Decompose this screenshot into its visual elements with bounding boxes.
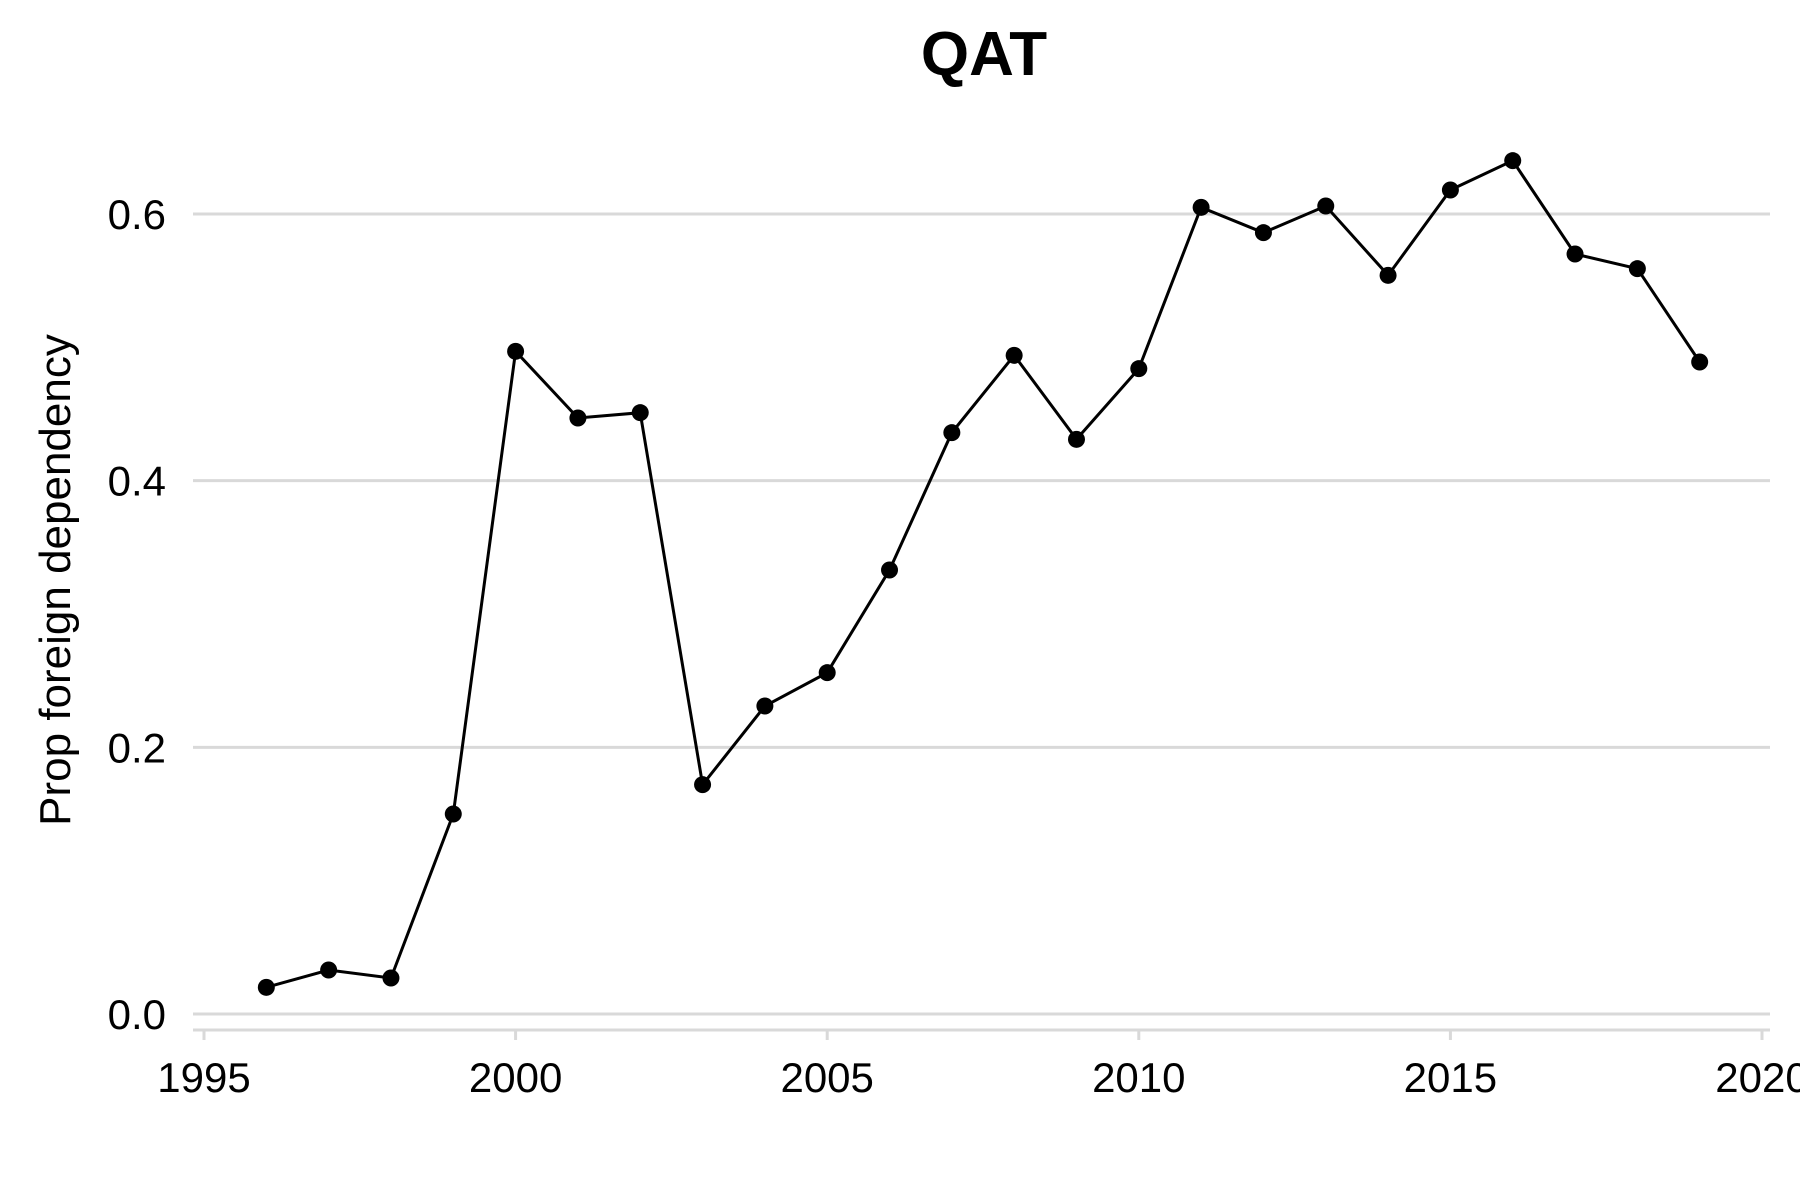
data-point-2017 (1566, 245, 1584, 263)
data-point-2006 (881, 561, 899, 579)
data-point-2008 (1005, 346, 1023, 364)
data-point-2009 (1067, 430, 1085, 448)
x-tick-label-2015: 2015 (1404, 1054, 1497, 1101)
data-point-2011 (1192, 198, 1210, 216)
x-tick-label-2010: 2010 (1092, 1054, 1185, 1101)
data-point-1999 (444, 805, 462, 823)
data-point-2004 (756, 697, 774, 715)
x-axis-tick-labels: 1995 2000 2005 2010 2015 2020 (157, 1054, 1800, 1101)
data-point-2015 (1441, 181, 1459, 199)
y-tick-label-0.0: 0.0 (108, 991, 166, 1038)
data-point-2019 (1691, 353, 1709, 371)
x-tick-label-2005: 2005 (780, 1054, 873, 1101)
x-tick-label-2020: 2020 (1715, 1054, 1800, 1101)
data-point-2016 (1504, 152, 1522, 170)
gridlines (193, 212, 1770, 1016)
x-tick-label-1995: 1995 (157, 1054, 250, 1101)
y-tick-label-0.6: 0.6 (108, 191, 166, 238)
data-point-2010 (1130, 360, 1148, 378)
data-point-2018 (1628, 260, 1646, 278)
data-point-2014 (1379, 266, 1397, 284)
y-tick-label-0.4: 0.4 (108, 458, 166, 505)
series-group (257, 152, 1709, 996)
data-point-2002 (631, 404, 649, 422)
data-point-2001 (569, 409, 587, 427)
data-point-1996 (257, 978, 275, 996)
data-point-1998 (382, 969, 400, 987)
data-point-1997 (320, 961, 338, 979)
chart-title: QAT (921, 20, 1047, 89)
data-point-2012 (1254, 224, 1272, 242)
y-axis-title: Prop foreign dependency (31, 334, 80, 826)
data-point-2005 (818, 664, 836, 682)
data-point-2007 (943, 424, 961, 442)
y-axis-tick-labels: 0.0 0.2 0.4 0.6 (108, 191, 166, 1038)
y-tick-label-0.2: 0.2 (108, 724, 166, 771)
data-point-2000 (507, 342, 525, 360)
data-point-2013 (1317, 197, 1335, 215)
data-point-2003 (694, 776, 712, 794)
series-line-0 (265, 158, 1701, 989)
x-axis (193, 1028, 1770, 1040)
x-tick-label-2000: 2000 (469, 1054, 562, 1101)
